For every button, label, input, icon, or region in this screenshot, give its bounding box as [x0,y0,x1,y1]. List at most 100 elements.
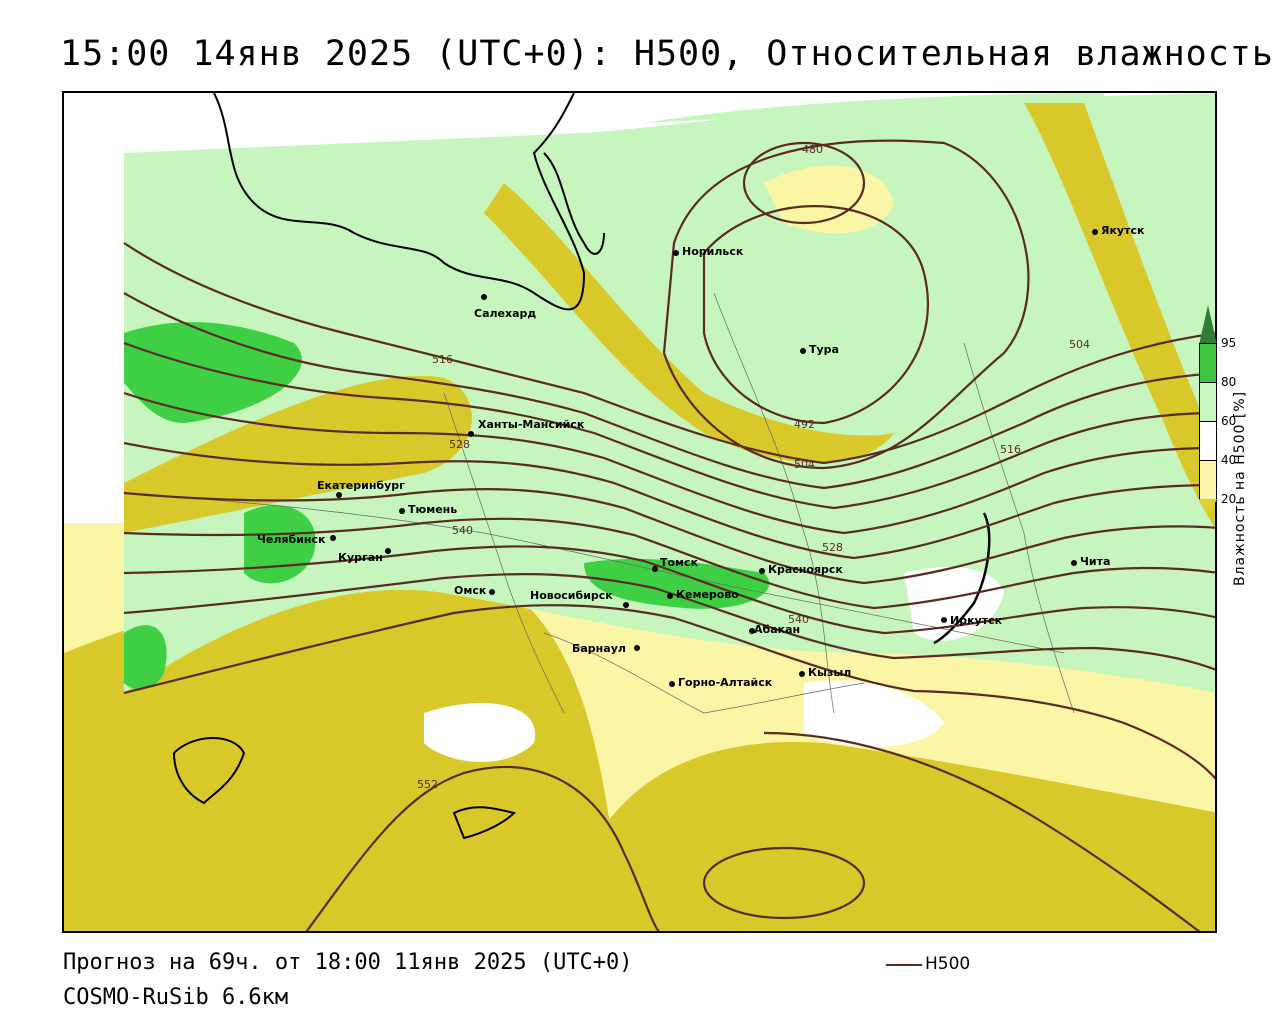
city-chita: Чита [1071,555,1110,568]
lake-zaysan [452,806,516,840]
city-novosibirsk: Новосибирск [530,589,629,608]
h500-legend-label: H500 [925,954,971,974]
city-tura: Тура [800,343,839,356]
city-yekaterinburg: Екатеринбург [317,479,405,498]
svg-text:Чита: Чита [1080,555,1110,568]
svg-text:Горно-Алтайск: Горно-Алтайск [678,676,773,689]
svg-text:Тюмень: Тюмень [408,503,457,516]
city-krasnoyarsk: Красноярск [759,563,843,576]
svg-text:Барнаул: Барнаул [572,642,626,655]
h500-legend-swatch [886,964,922,966]
contour-closed-south [702,846,866,920]
contour-e [123,441,1215,560]
wet-patch-novosibirsk [584,558,770,609]
svg-text:Томск: Томск [660,556,699,569]
city-tyumen: Тюмень [399,503,457,516]
svg-text:Омск: Омск [454,584,487,597]
dry-field-southeast [564,742,1215,931]
svg-text:Новосибирск: Новосибирск [530,589,613,602]
svg-text:Красноярск: Красноярск [768,563,843,576]
dry-band-west [124,375,472,533]
contour-b [123,292,1215,490]
city-salekhard: Салехард [474,294,536,320]
city-kemerovo: Кемерово [667,588,739,601]
svg-text:Салехард: Салехард [474,307,536,320]
city-layer: Норильск Якутск Салехард Тура Ханты-Манс… [257,224,1145,689]
colorbar-title: Влажность на H500 [%] [1232,390,1248,586]
dry-band-center [484,183,894,463]
svg-text:Екатеринбург: Екатеринбург [317,479,405,492]
contour-label: 516 [432,353,453,366]
svg-text:Ханты-Мансийск: Ханты-Мансийск [478,418,585,431]
city-abakan: Абакан [749,623,800,636]
colorbar-segment-80 [1199,343,1217,383]
wet-patch-far-west [124,625,167,690]
wet-patch-west [124,322,302,423]
svg-text:Иркутск: Иркутск [950,614,1003,627]
map-panel: 480 504 492 504 516 516 528 528 540 540 … [62,91,1217,933]
contour-label: 528 [822,541,843,554]
contour-label: 516 [1000,443,1021,456]
colorbar-tick: 95 [1221,336,1237,350]
map-title: 15:00 14янв 2025 (UTC+0): H500, Относите… [60,34,1274,74]
contour-j [123,604,1215,780]
colorbar-tick: 60 [1221,414,1237,428]
white-gap-south [424,703,536,762]
contour-label-layer: 480 504 492 504 516 516 528 528 540 540 … [417,143,1090,791]
city-tomsk: Томск [652,556,699,572]
city-norilsk: Норильск [673,245,744,258]
lake-baikal [933,512,991,645]
contour-label: 480 [802,143,823,156]
border-line-4 [963,342,1075,714]
colorbar-segment-60 [1199,382,1217,422]
contour-492-ring [702,205,930,425]
city-irkutsk: Иркутск [941,614,1003,627]
border-line-2 [443,392,565,714]
city-khanty-mansiysk: Ханты-Мансийск [468,418,585,437]
model-caption: COSMO-RuSib 6.6км [63,985,289,1010]
contour-h [123,545,1215,635]
coastline-yamal [543,152,605,255]
dry-band-north [764,165,894,234]
city-kurgan: Курган [338,548,391,564]
svg-text:Кызыл: Кызыл [808,666,851,679]
contour-label: 540 [452,524,473,537]
contour-k [305,765,660,931]
contour-i [123,573,1215,671]
contour-l [763,731,1201,931]
lake-balkhash [172,737,246,805]
contour-label: 552 [417,778,438,791]
border-line-5 [543,632,865,714]
contour-f [123,488,1215,585]
contour-label: 504 [794,458,815,471]
border-line-1 [123,492,1065,654]
coastline-arctic [213,93,586,311]
city-kyzyl: Кызыл [799,666,851,679]
contour-c [123,341,1215,510]
dry-band-east [1024,103,1215,528]
svg-text:Якутск: Якутск [1101,224,1145,237]
white-gap-southeast [804,680,944,747]
colorbar-segment-40 [1199,421,1217,461]
h500-contours [123,139,1215,931]
svg-text:Тура: Тура [809,343,839,356]
contour-label: 540 [788,613,809,626]
colorbar-tick: 20 [1221,492,1237,506]
contour-label: 504 [1069,338,1090,351]
svg-text:Абакан: Абакан [754,623,800,636]
humidity-map: 480 504 492 504 516 516 528 528 540 540 … [64,93,1215,931]
contour-480 [742,141,866,225]
svg-text:Кемерово: Кемерово [676,588,739,601]
city-chelyabinsk: Челябинск [257,533,336,546]
dry-field-southwest [64,581,624,931]
colorbar-segment-20 [1199,460,1217,500]
city-barnaul: Барнаул [572,642,640,655]
city-gorno-altaysk: Горно-Алтайск [669,676,773,689]
city-yakutsk: Якутск [1092,224,1145,237]
contour-a [123,242,1215,465]
svg-text:Курган: Курган [338,551,383,564]
contour-label: 492 [794,418,815,431]
forecast-caption: Прогноз на 69ч. от 18:00 11янв 2025 (UTC… [63,950,633,975]
colorbar-tick: 40 [1221,453,1237,467]
contour-d [123,391,1215,535]
